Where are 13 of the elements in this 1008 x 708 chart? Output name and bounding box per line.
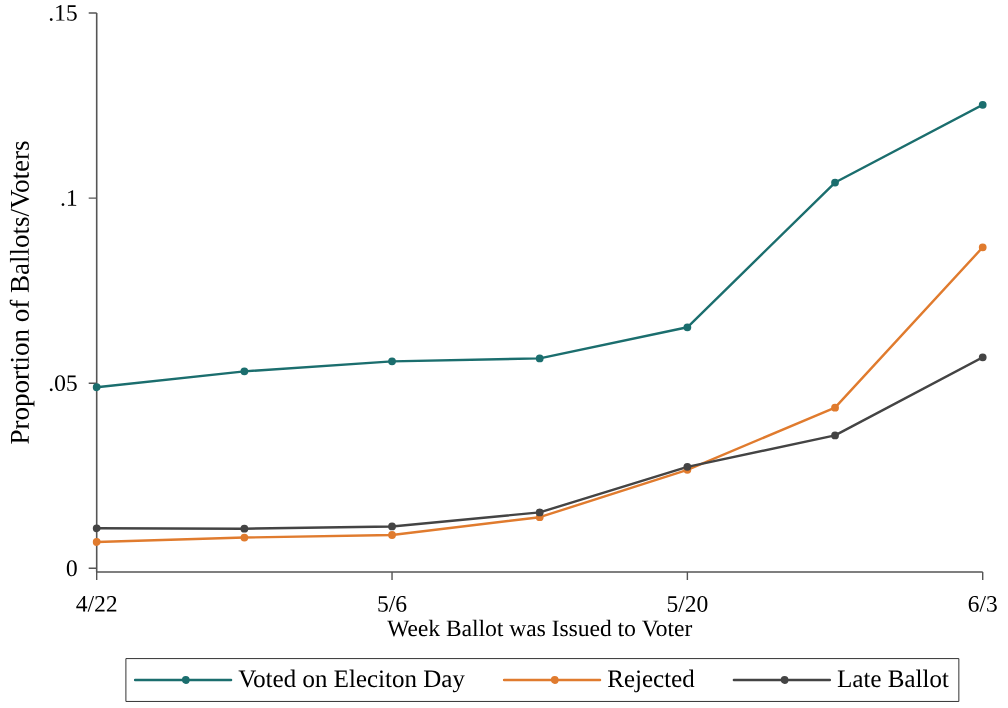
- y-axis-title: Proportion of Ballots/Voters: [9, 141, 35, 444]
- x-tick-label: 5/6: [378, 596, 407, 612]
- legend-label: Late Ballot: [837, 669, 949, 688]
- x-tick-label: 4/22: [76, 596, 117, 612]
- legend-label: Voted on Eleciton Day: [238, 669, 465, 693]
- y-tick-label: 0: [66, 560, 77, 577]
- x-tick-label: 6/3: [968, 596, 997, 612]
- x-axis-title: Week Ballot was Issued to Voter: [387, 619, 693, 637]
- y-tick-label: .15: [49, 5, 77, 21]
- x-tick-label: 5/20: [667, 596, 708, 612]
- y-tick-label: .1: [61, 190, 77, 207]
- y-tick-label: .05: [49, 375, 77, 392]
- legend-label: Rejected: [607, 669, 695, 693]
